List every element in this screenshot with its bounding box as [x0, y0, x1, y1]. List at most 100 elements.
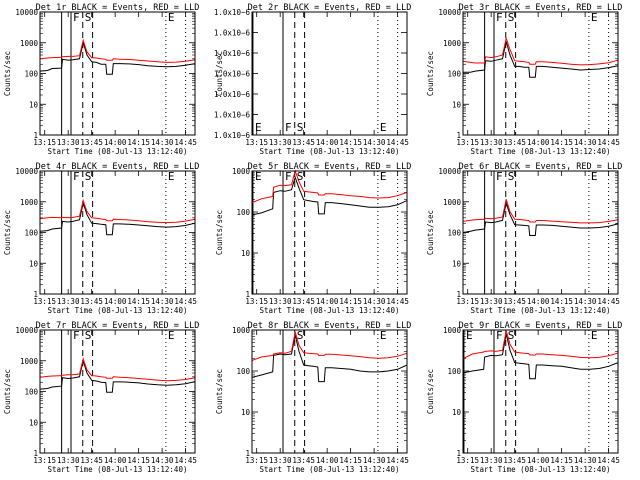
event-marker-label: F [496, 170, 503, 183]
y-tick-label: 10000 [438, 8, 461, 17]
x-tick-label: 13:45 [503, 456, 526, 465]
y-tick-label: 10 [452, 100, 462, 109]
x-tick-label: 14:00 [316, 456, 339, 465]
x-axis-label: Start Time (08-Jul-13 13:12:40) [48, 147, 188, 156]
event-marker-label: S [85, 170, 92, 183]
x-tick-label: 14:15 [339, 138, 362, 147]
x-tick-label: 14:30 [151, 138, 174, 147]
y-tick-label: 100 [447, 70, 461, 79]
x-tick-label: 13:45 [292, 456, 315, 465]
x-tick-label: 14:45 [174, 456, 197, 465]
x-tick-label: 14:00 [316, 138, 339, 147]
y-tick-label: 1 [33, 449, 38, 458]
x-tick-label: 14:30 [151, 456, 174, 465]
y-tick-label: 10 [241, 408, 251, 417]
x-tick-label: 14:00 [104, 456, 127, 465]
series-line-lld [462, 36, 619, 66]
series-line-events [39, 40, 196, 75]
y-tick-label: 1000 [20, 198, 39, 207]
event-marker-label: S [297, 329, 304, 342]
x-tick-label: 14:00 [527, 297, 550, 306]
y-tick-label: 1.0x10−6 [214, 131, 251, 140]
y-tick-label: 100 [236, 367, 250, 376]
x-tick-label: 13:30 [57, 456, 80, 465]
series-line-events [462, 201, 619, 236]
series-line-lld [462, 199, 619, 224]
x-tick-label: 14:30 [363, 456, 386, 465]
x-tick-label: 13:30 [57, 138, 80, 147]
x-tick-label: 14:15 [339, 297, 362, 306]
series-line-lld [251, 331, 408, 361]
x-tick-label: 13:45 [80, 297, 103, 306]
x-tick-label: 13:30 [269, 297, 292, 306]
x-tick-label: 14:45 [597, 138, 620, 147]
x-tick-label: 14:45 [174, 297, 197, 306]
event-marker-label: F [73, 11, 80, 24]
x-tick-label: 13:15 [245, 456, 268, 465]
x-tick-label: 14:15 [127, 297, 150, 306]
x-tick-label: 14:30 [363, 297, 386, 306]
y-tick-label: 10 [29, 418, 39, 427]
y-axis-label: Counts/sec [3, 210, 12, 255]
plot-frame [39, 11, 196, 136]
y-axis-label: Counts/sec [215, 51, 224, 96]
event-marker-label: F [73, 329, 80, 342]
y-tick-label: 100 [447, 367, 461, 376]
event-marker-label: E [255, 170, 262, 183]
x-tick-label: 14:15 [550, 138, 573, 147]
plot-frame [39, 170, 196, 295]
y-tick-label: 100 [447, 229, 461, 238]
x-tick-label: 13:15 [456, 138, 479, 147]
plot-frame [39, 329, 196, 454]
event-marker-label: E [168, 170, 175, 183]
y-tick-label: 1 [456, 290, 461, 299]
x-tick-label: 14:00 [316, 297, 339, 306]
y-tick-label: 1 [33, 290, 38, 299]
y-tick-label: 1000 [443, 326, 462, 335]
y-tick-label: 10 [452, 259, 462, 268]
y-tick-label: 10 [241, 249, 251, 258]
y-tick-label: 1.0x10−6 [214, 90, 251, 99]
event-marker-label: S [297, 121, 304, 134]
chart-title: Det 9r BLACK = Events, RED = LLD [459, 321, 623, 331]
x-tick-label: 13:30 [480, 138, 503, 147]
y-tick-label: 10000 [15, 326, 38, 335]
event-marker-label: F [496, 11, 503, 24]
y-tick-label: 10000 [15, 8, 38, 17]
x-tick-label: 14:45 [174, 138, 197, 147]
y-axis-label: Counts/sec [426, 369, 435, 414]
y-tick-label: 10 [29, 259, 39, 268]
x-tick-label: 13:15 [33, 138, 56, 147]
series-line-events [462, 333, 619, 380]
chart-panel: Det 1r BLACK = Events, RED = LLD 13:15 13:… [3, 3, 199, 156]
x-axis-label: Start Time (08-Jul-13 13:12:40) [48, 465, 188, 474]
x-tick-label: 13:15 [33, 297, 56, 306]
y-tick-label: 100 [24, 388, 38, 397]
series-line-lld [39, 38, 196, 63]
x-tick-label: 14:30 [574, 138, 597, 147]
y-tick-label: 10000 [438, 167, 461, 176]
y-tick-label: 1 [33, 131, 38, 140]
x-tick-label: 14:45 [386, 456, 409, 465]
series-line-events [251, 175, 408, 216]
event-marker-label: E [466, 329, 473, 342]
x-tick-label: 13:15 [456, 456, 479, 465]
event-marker-label: E [168, 11, 175, 24]
x-tick-label: 13:30 [480, 456, 503, 465]
event-marker-label: S [85, 11, 92, 24]
event-marker-label: E [380, 121, 387, 134]
x-tick-label: 14:15 [127, 138, 150, 147]
chart-title: Det 1r BLACK = Events, RED = LLD [36, 3, 200, 13]
y-axis-label: Counts/sec [426, 210, 435, 255]
x-axis-label: Start Time (08-Jul-13 13:12:40) [48, 306, 188, 315]
x-tick-label: 14:30 [151, 297, 174, 306]
plot-frame [462, 11, 619, 136]
x-tick-label: 14:15 [550, 297, 573, 306]
y-tick-label: 1.0x10−6 [214, 70, 251, 79]
x-tick-label: 13:15 [33, 456, 56, 465]
